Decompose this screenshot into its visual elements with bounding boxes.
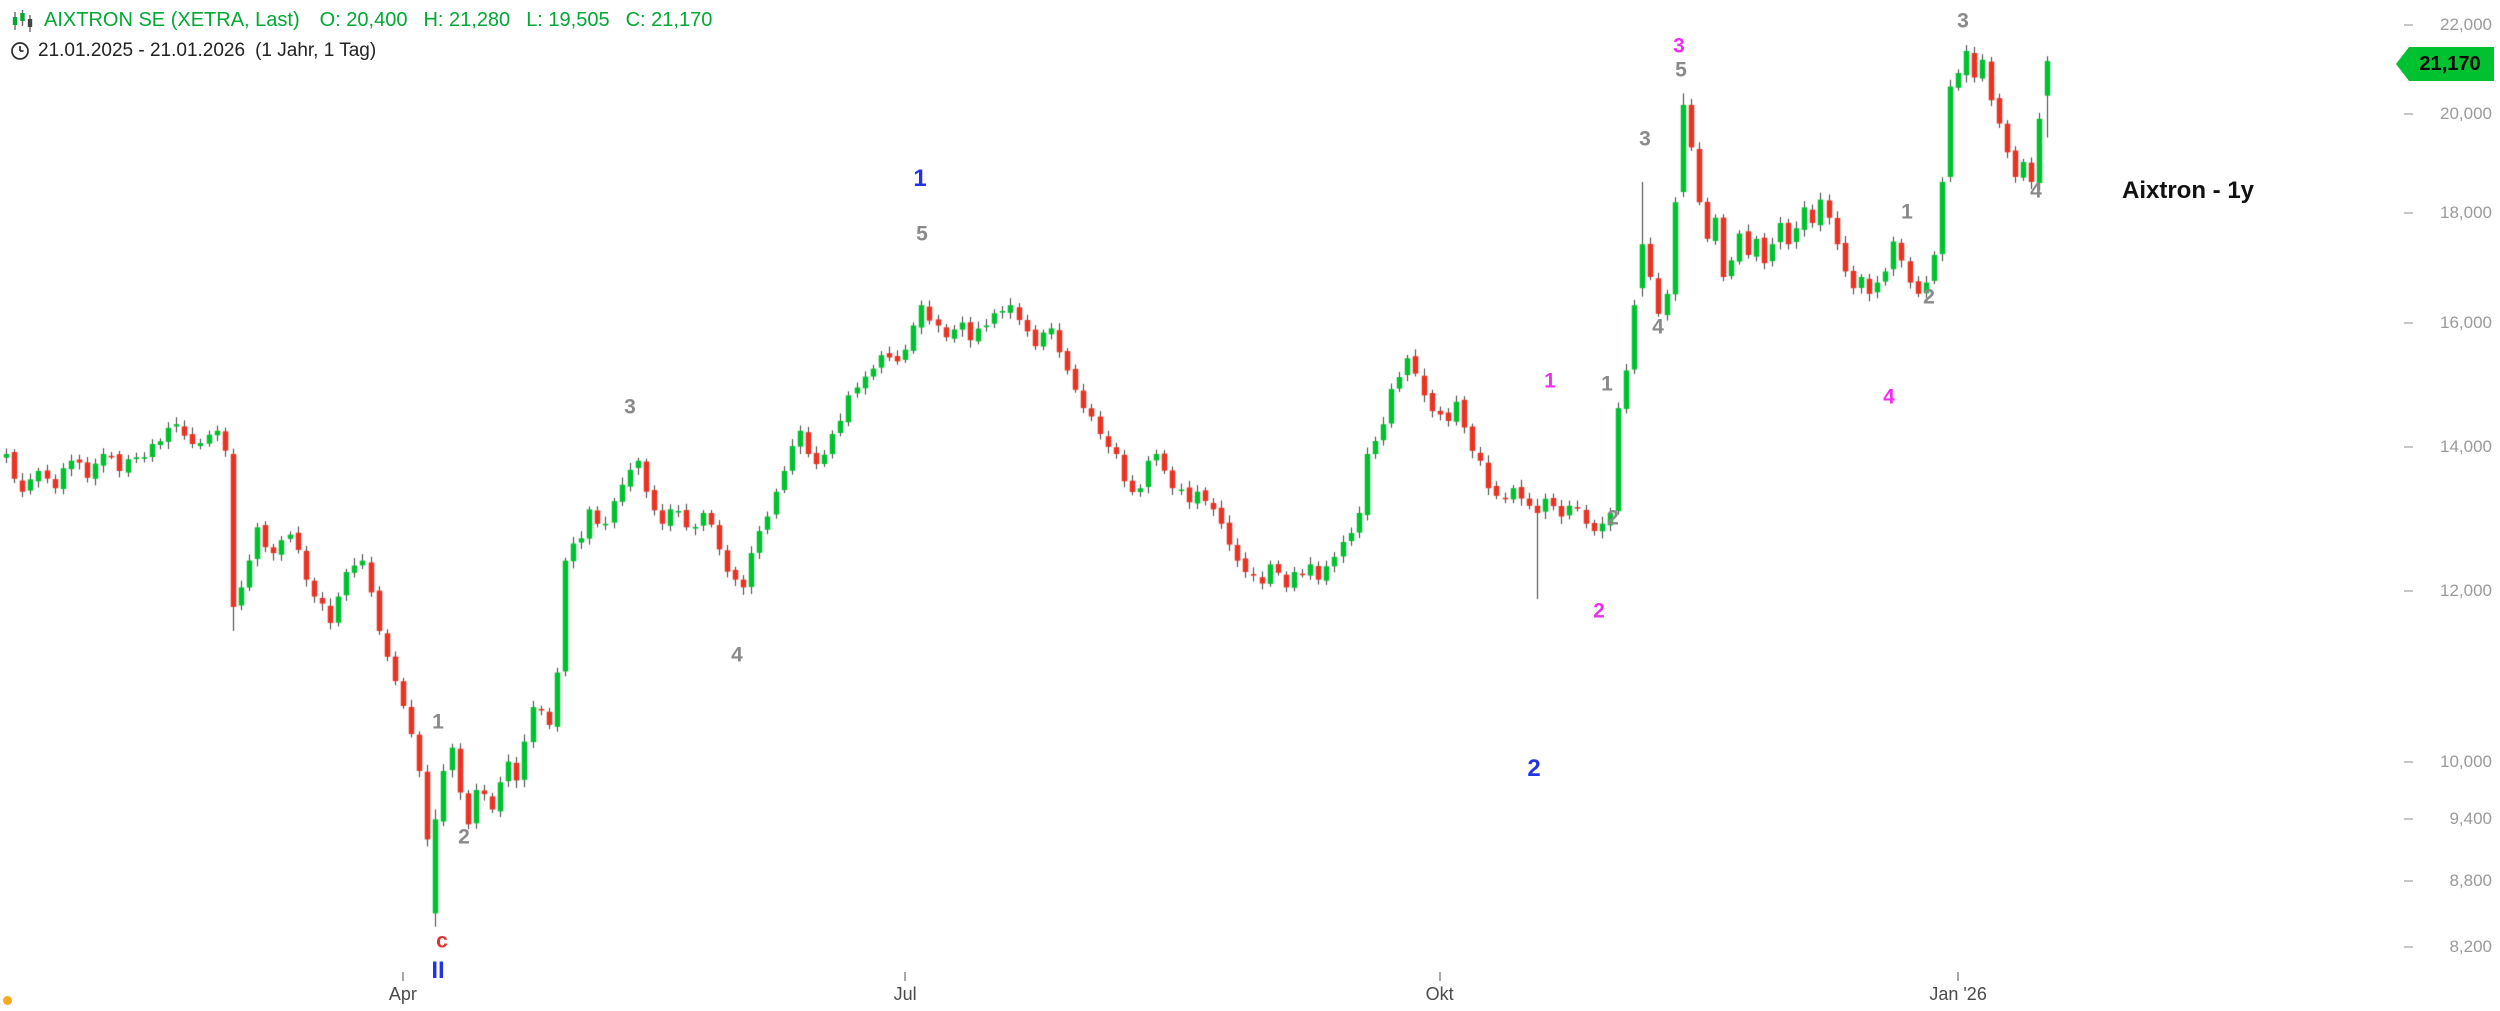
price-axis-tick: 12,000 [2404,581,2492,601]
notification-dot [3,996,12,1005]
tick-mark [1957,972,1960,981]
low-value: L: 19,505 [526,9,610,31]
tick-mark [1438,972,1441,981]
price-axis-tick: 16,000 [2404,313,2492,333]
tick-mark [2404,818,2413,821]
tick-mark [2404,760,2413,763]
price-axis-tick: 10,000 [2404,752,2492,772]
tick-mark [2404,321,2413,324]
range-detail: (1 Jahr, 1 Tag) [255,40,377,61]
tick-mark [2404,211,2413,214]
tick-mark [904,972,907,981]
date-range: 21.01.2025 - 21.01.2026 [38,40,246,61]
price-axis[interactable]: 22,000 20,000 18,000 16,000 14,000 12,000 10,0… [2396,0,2496,970]
tick-mark [2404,590,2413,593]
tick-mark [401,972,404,981]
time-tick-label: Okt [1425,984,1454,1004]
price-tick-label: 9,400 [2449,809,2492,829]
tick-mark [2404,113,2413,116]
price-tick-label: 14,000 [2440,437,2492,457]
clock-icon [11,42,29,60]
price-tick-label: 12,000 [2440,581,2492,601]
tick-mark [2404,24,2413,27]
time-tick-label: Apr [388,984,417,1004]
instrument-name: AIXTRON SE (XETRA, Last) [44,9,300,31]
price-tick-label: 10,000 [2440,751,2492,771]
price-tick-label: 18,000 [2440,202,2492,222]
tick-mark [2404,945,2413,948]
last-price-value: 21,170 [2419,52,2481,75]
last-price-badge: 21,170 [2396,47,2494,81]
high-value: H: 21,280 [423,9,511,31]
price-axis-tick: 9,400 [2404,809,2492,829]
price-axis-tick: 20,000 [2404,104,2492,124]
time-tick-label: Jan '26 [1929,984,1987,1004]
date-range-line: 21.01.2025 - 21.01.2026 (1 Jahr, 1 Tag) [10,40,728,62]
price-tick-label: 8,800 [2449,870,2492,890]
tick-mark [2404,879,2413,882]
price-axis-tick: 18,000 [2404,203,2492,223]
chart-text-label[interactable]: Aixtron - 1y [2122,177,2255,204]
candlestick-icon [12,10,33,32]
time-axis[interactable]: Apr Jul Okt Jan '26 [0,968,2396,1011]
tick-mark [2404,446,2413,449]
price-tick-label: 8,200 [2449,936,2492,956]
price-axis-tick: 22,000 [2404,15,2492,35]
close-value: C: 21,170 [625,9,713,31]
time-tick-label: Jul [893,984,917,1004]
price-axis-tick: 8,200 [2404,937,2492,957]
open-value: O: 20,400 [319,9,408,31]
price-axis-tick: 14,000 [2404,437,2492,457]
price-tick-label: 20,000 [2440,104,2492,124]
price-tick-label: 22,000 [2440,15,2492,35]
instrument-line: AIXTRON SE (XETRA, Last) O: 20,400 H: 21… [10,8,728,33]
price-tick-label: 16,000 [2440,312,2492,332]
price-axis-tick: 8,800 [2404,871,2492,891]
chart-header: AIXTRON SE (XETRA, Last) O: 20,400 H: 21… [10,8,728,62]
